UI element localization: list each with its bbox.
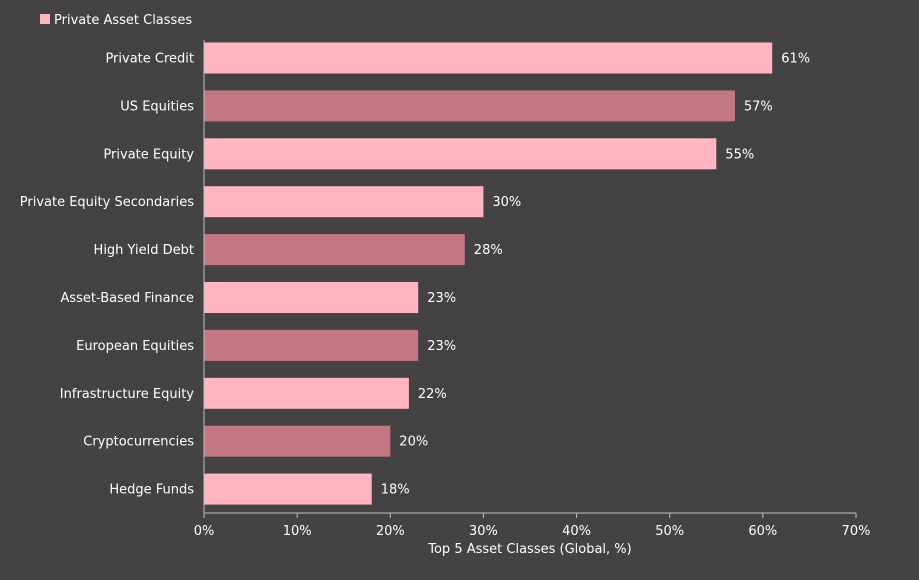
data-label: 57% bbox=[744, 99, 773, 114]
data-label: 22% bbox=[418, 387, 447, 402]
bar bbox=[204, 138, 717, 170]
data-label: 18% bbox=[381, 483, 410, 498]
legend-label: Private Asset Classes bbox=[54, 13, 192, 28]
data-label: 61% bbox=[781, 52, 810, 67]
data-label: 20% bbox=[399, 435, 428, 450]
legend: Private Asset Classes bbox=[40, 13, 192, 28]
bar bbox=[204, 377, 409, 409]
bar bbox=[204, 329, 419, 361]
data-label: 30% bbox=[492, 195, 521, 210]
category-label: Private Equity Secondaries bbox=[20, 195, 194, 210]
category-label: US Equities bbox=[120, 99, 194, 114]
category-label: Hedge Funds bbox=[109, 483, 194, 498]
bar bbox=[204, 473, 372, 505]
data-label: 55% bbox=[725, 147, 754, 162]
category-label: High Yield Debt bbox=[94, 243, 194, 258]
bar bbox=[204, 90, 735, 122]
x-tick-label: 70% bbox=[842, 524, 871, 539]
bar bbox=[204, 282, 419, 313]
x-tick-label: 60% bbox=[748, 524, 777, 539]
category-label: Asset-Based Finance bbox=[60, 291, 194, 306]
category-label: Private Credit bbox=[105, 52, 194, 67]
data-label: 23% bbox=[427, 339, 456, 354]
x-tick-label: 50% bbox=[655, 524, 684, 539]
bars bbox=[204, 42, 773, 505]
bar bbox=[204, 42, 773, 74]
bar bbox=[204, 425, 391, 457]
category-label: Private Equity bbox=[103, 147, 194, 162]
category-labels: Private Credit US Equities Private Equity P… bbox=[20, 52, 195, 498]
x-tick-label: 0% bbox=[194, 524, 215, 539]
value-labels: 61% 57% 55% 30% 28% 23% 23% 22% 20% 18% bbox=[381, 52, 810, 498]
x-axis: 0% 10% 20% 30% 40% 50% 60% 70% bbox=[194, 40, 871, 539]
x-tick-label: 40% bbox=[562, 524, 591, 539]
x-axis-title: Top 5 Asset Classes (Global, %) bbox=[427, 542, 631, 557]
legend-swatch bbox=[40, 14, 50, 24]
bar bbox=[204, 234, 465, 266]
category-label: Infrastructure Equity bbox=[60, 387, 195, 402]
category-label: Cryptocurrencies bbox=[83, 435, 194, 450]
bar bbox=[204, 186, 484, 218]
data-label: 23% bbox=[427, 291, 456, 306]
data-label: 28% bbox=[474, 243, 503, 258]
category-label: European Equities bbox=[76, 339, 194, 354]
x-tick-label: 20% bbox=[376, 524, 405, 539]
x-tick-label: 10% bbox=[283, 524, 312, 539]
x-tick-label: 30% bbox=[469, 524, 498, 539]
